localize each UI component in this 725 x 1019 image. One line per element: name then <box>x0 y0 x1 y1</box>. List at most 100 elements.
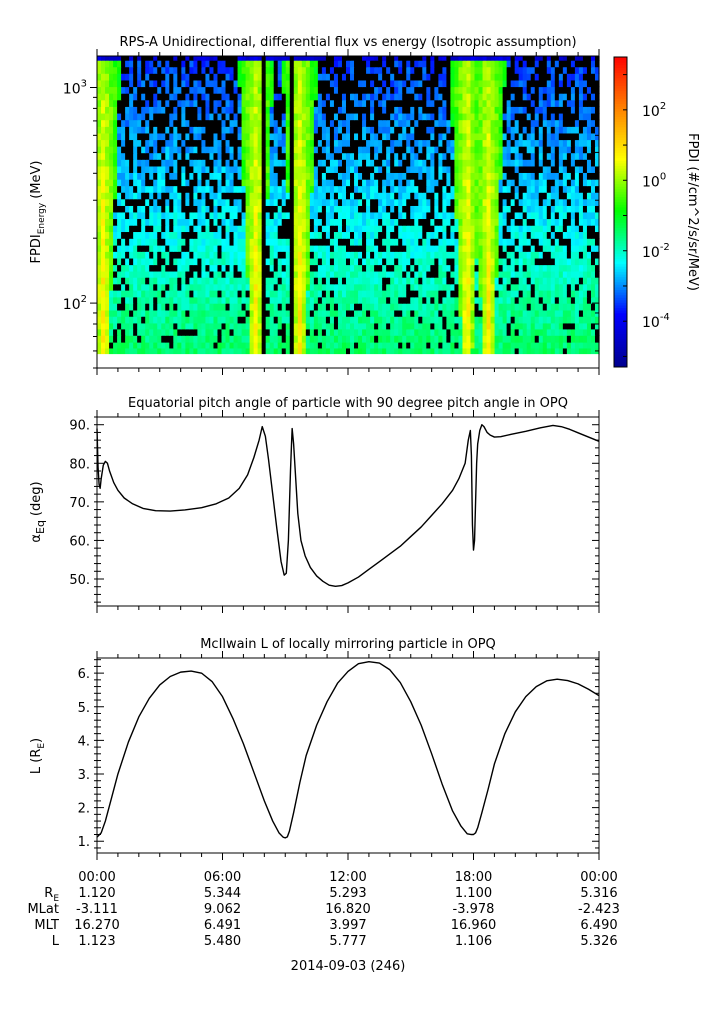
spectrogram-cell <box>181 139 186 147</box>
spectrogram-cell <box>229 342 235 349</box>
spectrogram-cell <box>570 225 576 233</box>
spectrogram-cell <box>546 322 552 330</box>
spectrogram-cell <box>277 192 283 200</box>
spectrogram-cell <box>181 342 186 349</box>
spectrogram-cell <box>345 119 351 127</box>
spectrogram-cell <box>494 231 500 239</box>
spectrogram-cell <box>390 99 395 107</box>
spectrogram-cell <box>233 335 239 343</box>
spectrogram-cell <box>502 264 508 272</box>
spectrogram-cell <box>285 335 291 343</box>
spectrogram-cell <box>546 264 552 272</box>
spectrogram-cell <box>149 179 154 187</box>
spectrogram-cell <box>438 347 443 355</box>
spectrogram-cell <box>133 342 138 349</box>
spectrogram-cell <box>105 205 110 213</box>
spectrogram-cell <box>161 335 166 343</box>
spectrogram-cell <box>390 112 395 121</box>
spectrogram-cell <box>526 231 532 239</box>
spectrogram-cell <box>494 132 500 141</box>
spectrogram-cell <box>321 342 327 349</box>
spectrogram-cell <box>362 185 367 193</box>
spectrogram-cell <box>117 270 122 278</box>
spectrogram-cell <box>341 185 347 193</box>
spectrogram-cell <box>370 309 375 317</box>
spectrogram-cell <box>233 126 239 134</box>
spectrogram-cell <box>193 152 198 160</box>
spectrogram-cell <box>309 225 315 233</box>
spectrogram-cell <box>414 303 419 311</box>
spectrogram-cell <box>141 119 146 127</box>
spectrogram-cell <box>550 132 556 141</box>
spectrogram-cell <box>442 231 447 239</box>
spectrogram-cell <box>494 159 500 167</box>
spectrogram-cell <box>229 277 235 285</box>
spectrogram-cell <box>209 283 215 291</box>
spectrogram-cell <box>462 205 468 213</box>
spectrogram-cell <box>470 283 476 291</box>
spectrogram-cell <box>141 231 146 239</box>
spectrogram-cell <box>305 342 311 349</box>
spectrogram-cell <box>558 139 564 147</box>
spectrogram-cell <box>265 322 271 330</box>
spectrogram-cell <box>570 93 576 101</box>
spectrogram-cell <box>241 119 247 127</box>
spectrogram-cell <box>566 132 572 141</box>
spectrogram-cell <box>285 290 291 298</box>
spectrogram-cell <box>113 119 118 127</box>
spectrogram-cell <box>197 283 203 291</box>
spectrogram-cell <box>265 238 271 246</box>
spectrogram-cell <box>466 146 472 154</box>
spectrogram-cell <box>273 238 279 246</box>
spectrogram-cell <box>153 93 158 101</box>
spectrogram-cell <box>370 270 375 278</box>
spectrogram-cell <box>161 106 166 114</box>
spectrogram-cell <box>285 257 291 266</box>
spectrogram-cell <box>193 159 198 167</box>
spectrogram-cell <box>406 322 411 330</box>
spectrogram-cell <box>430 106 435 114</box>
spectrogram-cell <box>301 335 307 343</box>
spectrogram-cell <box>542 309 548 317</box>
spectrogram-cell <box>438 257 443 266</box>
spectrogram-cell <box>514 172 520 180</box>
spectrogram-cell <box>153 152 158 160</box>
spectrogram-cell <box>241 342 247 349</box>
spectrogram-cell <box>430 119 435 127</box>
spectrogram-cell <box>301 172 307 180</box>
spectrogram-cell <box>402 335 407 343</box>
spectrogram-cell <box>590 152 596 160</box>
spectrogram-cell <box>317 264 323 272</box>
spectrogram-cell <box>402 264 407 272</box>
spectrogram-cell <box>554 290 560 298</box>
spectrogram-cell <box>145 106 150 114</box>
spectrogram-cell <box>394 218 399 226</box>
spectrogram-cell <box>309 198 315 206</box>
spectrogram-cell <box>181 126 186 134</box>
spectrogram-cell <box>117 139 122 147</box>
spectrogram-cell <box>309 322 315 330</box>
spectrogram-cell <box>446 316 452 324</box>
spectrogram-cell <box>470 126 476 134</box>
spectrogram-cell <box>109 347 114 355</box>
spectrogram-cell <box>249 211 255 220</box>
spectrogram-cell <box>570 335 576 343</box>
spectrogram-cell <box>193 270 198 278</box>
spectrogram-cell <box>193 316 198 324</box>
spectrogram-cell <box>257 277 263 285</box>
spectrogram-cell <box>534 93 540 101</box>
spectrogram-cell <box>450 119 456 127</box>
spectrogram-cell <box>462 290 468 298</box>
spectrogram-cell <box>494 225 500 233</box>
spectrogram-cell <box>213 192 219 200</box>
spectrogram-cell <box>450 192 456 200</box>
spectrogram-cell <box>117 264 122 272</box>
spectrogram-cell <box>370 277 375 285</box>
spectrogram-cell <box>546 316 552 324</box>
spectrogram-cell <box>566 270 572 278</box>
spectrogram-cell <box>281 264 287 272</box>
spectrogram-cell <box>434 152 439 160</box>
spectrogram-cell <box>221 309 227 317</box>
spectrogram-cell <box>406 296 411 304</box>
spectrogram-cell <box>478 238 484 246</box>
